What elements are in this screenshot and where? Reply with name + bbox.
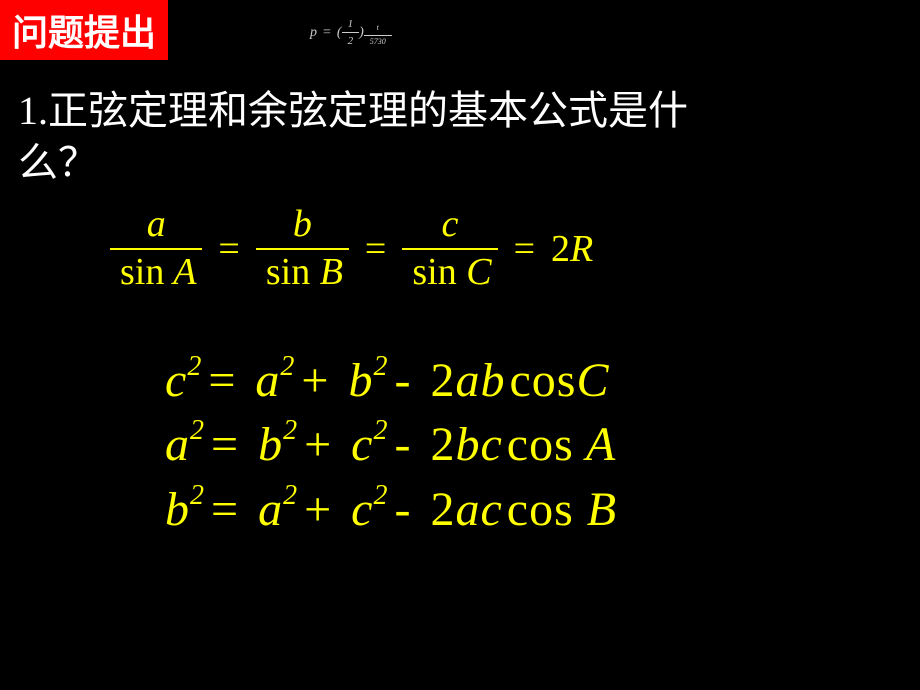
sines-f2-func: sin xyxy=(262,251,310,293)
sf-num: 1 xyxy=(342,18,360,32)
law-of-cosines: c2= a2+ b2- 2abcosC a2= b2+ c2- 2bccos A… xyxy=(165,349,920,543)
sf-eq: = xyxy=(317,25,337,40)
sines-f2-num: b xyxy=(287,204,318,248)
sines-f3-func: sin xyxy=(408,251,456,293)
c3-lhs-exp: 2 xyxy=(190,480,205,511)
c1-t2-exp: 2 xyxy=(373,351,388,382)
sines-f1-arg: A xyxy=(173,251,196,293)
c3-func: cos xyxy=(503,483,574,536)
c2-coef: 2 xyxy=(430,418,455,471)
law-of-sines: a sin A = b sin B = c sin C = 2R xyxy=(110,204,920,294)
c1-coef: 2 xyxy=(430,354,455,407)
c1-t2: b xyxy=(348,354,373,407)
c2-v2: c xyxy=(480,418,502,471)
c2-t1: b xyxy=(258,418,283,471)
c2-lhs: a xyxy=(165,418,190,471)
c2-lhs-exp: 2 xyxy=(190,415,205,446)
sines-const: 2 xyxy=(551,228,570,270)
c2-v1: b xyxy=(455,418,480,471)
sines-frac-2: b sin B xyxy=(256,204,349,294)
sf-den: 2 xyxy=(342,32,360,47)
c2-t2: c xyxy=(351,418,373,471)
c3-minus: - xyxy=(388,483,417,536)
sf-exp-den: 5730 xyxy=(364,35,392,47)
sines-f1-den: sin A xyxy=(110,248,202,294)
c3-t1-exp: 2 xyxy=(283,480,298,511)
c2-arg: A xyxy=(586,418,616,471)
sines-f2-den: sin B xyxy=(256,248,349,294)
c3-plus: + xyxy=(298,483,338,536)
c1-v1: a xyxy=(455,354,480,407)
c3-t1: a xyxy=(258,483,283,536)
section-title: 问题提出 xyxy=(0,0,168,60)
question-text: 1.正弦定理和余弦定理的基本公式是什 么？ xyxy=(18,85,920,189)
small-formula: p=(12)t5730 xyxy=(310,18,392,47)
c3-t2: c xyxy=(351,483,373,536)
cosine-line-1: c2= a2+ b2- 2abcosC xyxy=(165,349,920,414)
sines-eq2: = xyxy=(363,227,388,271)
c1-v2: b xyxy=(480,354,505,407)
sines-f3-den: sin C xyxy=(402,248,497,294)
question-line2: 么？ xyxy=(18,137,920,189)
sines-eq3: = xyxy=(512,227,537,271)
c3-arg: B xyxy=(587,483,617,536)
sines-frac-3: c sin C xyxy=(402,204,497,294)
sines-f1-num: a xyxy=(141,204,172,248)
c3-coef: 2 xyxy=(430,483,455,536)
sines-f3-num: c xyxy=(436,204,465,248)
sines-eq1: = xyxy=(216,227,241,271)
c1-minus: - xyxy=(388,354,417,407)
sines-f2-arg: B xyxy=(320,251,343,293)
c1-t1: a xyxy=(255,354,280,407)
c1-lhs: c xyxy=(165,354,187,407)
sines-frac-1: a sin A xyxy=(110,204,202,294)
sf-exp-num: t xyxy=(371,24,385,35)
sf-base: p xyxy=(310,25,317,40)
c3-v1: a xyxy=(455,483,480,536)
sines-f3-arg: C xyxy=(466,251,491,293)
c1-lhs-exp: 2 xyxy=(187,351,202,382)
sines-result: 2R xyxy=(551,227,593,271)
sines-f1-func: sin xyxy=(116,251,164,293)
sf-exp: t5730 xyxy=(364,22,392,32)
c3-t2-exp: 2 xyxy=(373,480,388,511)
c2-func: cos xyxy=(503,418,574,471)
sines-var: R xyxy=(570,228,593,270)
c1-eq: = xyxy=(202,354,242,407)
c3-eq: = xyxy=(205,483,245,536)
cosine-line-3: b2= a2+ c2- 2accos B xyxy=(165,478,920,543)
c1-plus: + xyxy=(295,354,335,407)
c1-arg: C xyxy=(576,354,609,407)
c1-t1-exp: 2 xyxy=(280,351,295,382)
c1-func: cos xyxy=(505,354,576,407)
c2-minus: - xyxy=(388,418,417,471)
c2-t2-exp: 2 xyxy=(373,415,388,446)
c2-t1-exp: 2 xyxy=(283,415,298,446)
cosine-line-2: a2= b2+ c2- 2bccos A xyxy=(165,413,920,478)
c2-eq: = xyxy=(205,418,245,471)
c3-lhs: b xyxy=(165,483,190,536)
c2-plus: + xyxy=(298,418,338,471)
c3-v2: c xyxy=(480,483,502,536)
question-line1: 1.正弦定理和余弦定理的基本公式是什 xyxy=(18,85,920,137)
